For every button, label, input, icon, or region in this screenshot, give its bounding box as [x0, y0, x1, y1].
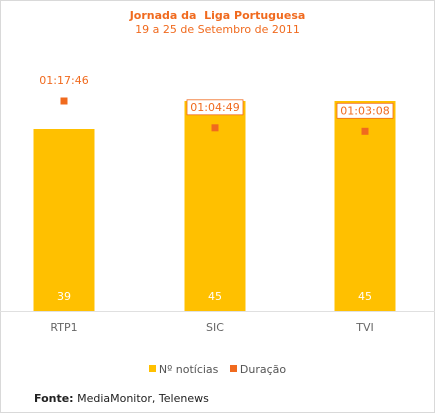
legend-item-noticias: Nº notícias — [148, 363, 219, 376]
chart-title: Jornada da Liga Portuguesa — [129, 9, 306, 22]
duration-label-box-sic — [186, 99, 244, 116]
bar-sic — [184, 101, 246, 311]
legend-swatch-duracao — [229, 365, 237, 372]
legend-swatch-noticias — [148, 365, 156, 372]
chart-plot: 39 RTP1 01:17:46 45 SIC 01:04:49 45 TVI 01:03:08 — [0, 74, 435, 334]
category-label-rtp1: RTP1 — [50, 321, 77, 334]
duration-label-box-tvi — [336, 102, 394, 119]
bar-value-label-tvi: 45 — [358, 290, 372, 303]
legend-item-duracao: Duração — [229, 363, 287, 376]
chart-subtitle: 19 a 25 de Setembro de 2011 — [135, 23, 300, 36]
duration-point-sic — [211, 124, 219, 132]
duration-point-rtp1 — [60, 97, 68, 105]
duration-label-tvi: 01:03:08 — [340, 104, 389, 117]
duration-label-rtp1: 01:17:46 — [39, 74, 88, 87]
duration-point-tvi — [361, 127, 369, 135]
category-label-tvi: TVI — [355, 321, 374, 334]
bar-tvi — [334, 101, 396, 311]
bar-value-label-sic: 45 — [208, 290, 222, 303]
legend: Nº notícias Duração — [0, 363, 435, 376]
legend-label-duracao: Duração — [239, 363, 287, 376]
duration-label-sic: 01:04:49 — [190, 101, 239, 114]
legend-label-noticias: Nº notícias — [158, 363, 219, 376]
source-text: MediaMonitor, Telenews — [77, 392, 209, 405]
source-label: Fonte: — [34, 392, 74, 405]
bar-value-label-rtp1: 39 — [57, 290, 71, 303]
bar-rtp1 — [33, 129, 95, 311]
source-note: Fonte: MediaMonitor, Telenews — [34, 392, 209, 405]
category-label-sic: SIC — [206, 321, 224, 334]
